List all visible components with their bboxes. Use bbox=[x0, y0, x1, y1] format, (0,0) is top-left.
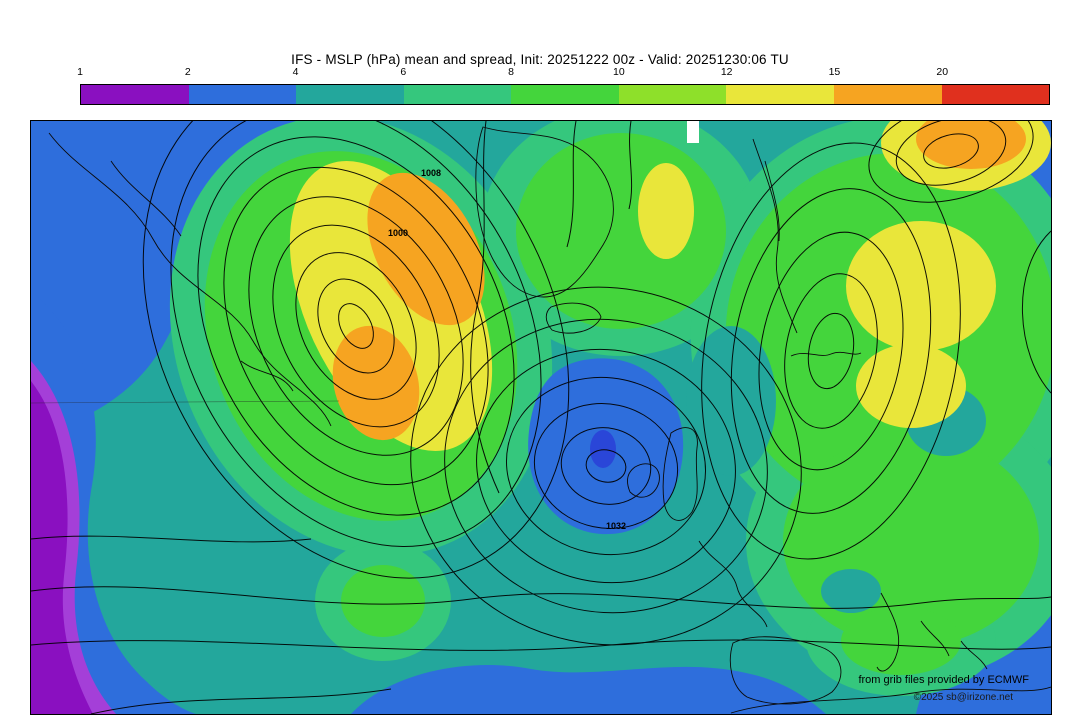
colorbar-segment bbox=[726, 85, 834, 104]
colorbar-tick: 15 bbox=[828, 66, 841, 78]
isobar-label: 1032 bbox=[605, 521, 627, 531]
colorbar-segment bbox=[403, 85, 512, 104]
spread-and-isobar-plot bbox=[31, 121, 1051, 714]
colorbar-tick: 1 bbox=[77, 66, 83, 78]
colorbar-segment bbox=[188, 85, 297, 104]
colorbar-tick: 4 bbox=[292, 66, 299, 78]
page-title: IFS - MSLP (hPa) mean and spread, Init: … bbox=[291, 52, 789, 67]
colorbar-segment bbox=[81, 85, 189, 104]
colorbar-tick: 10 bbox=[613, 66, 625, 78]
grid-line bbox=[31, 400, 340, 404]
isobar-label: 1000 bbox=[387, 228, 409, 238]
coastlines bbox=[48, 126, 1051, 714]
colorbar-tick: 2 bbox=[184, 66, 191, 78]
isobar-label: 1008 bbox=[420, 168, 442, 178]
attribution-source: from grib files provided by ECMWF bbox=[858, 674, 1029, 686]
colorbar-segment bbox=[296, 85, 404, 104]
colorbar-segment bbox=[941, 85, 1050, 104]
colorbar-tick: 20 bbox=[936, 66, 949, 78]
weather-map: 1008 1000 1032 from grib files provided … bbox=[30, 120, 1052, 715]
colorbar-segment bbox=[833, 85, 942, 104]
map-gap-notch bbox=[687, 121, 699, 143]
colorbar-tick-row: 1 2 4 6 8 10 12 15 20 bbox=[77, 66, 1050, 80]
colorbar-tick: 12 bbox=[720, 66, 733, 78]
colorbar-segment bbox=[618, 85, 727, 104]
colorbar-legend bbox=[80, 84, 1050, 105]
isobar-contours bbox=[31, 121, 1051, 714]
colorbar-segment bbox=[511, 85, 619, 104]
colorbar-tick: 8 bbox=[508, 66, 515, 78]
attribution-copyright: ©2025 sb@irizone.net bbox=[913, 692, 1013, 703]
colorbar-tick: 6 bbox=[400, 66, 407, 78]
